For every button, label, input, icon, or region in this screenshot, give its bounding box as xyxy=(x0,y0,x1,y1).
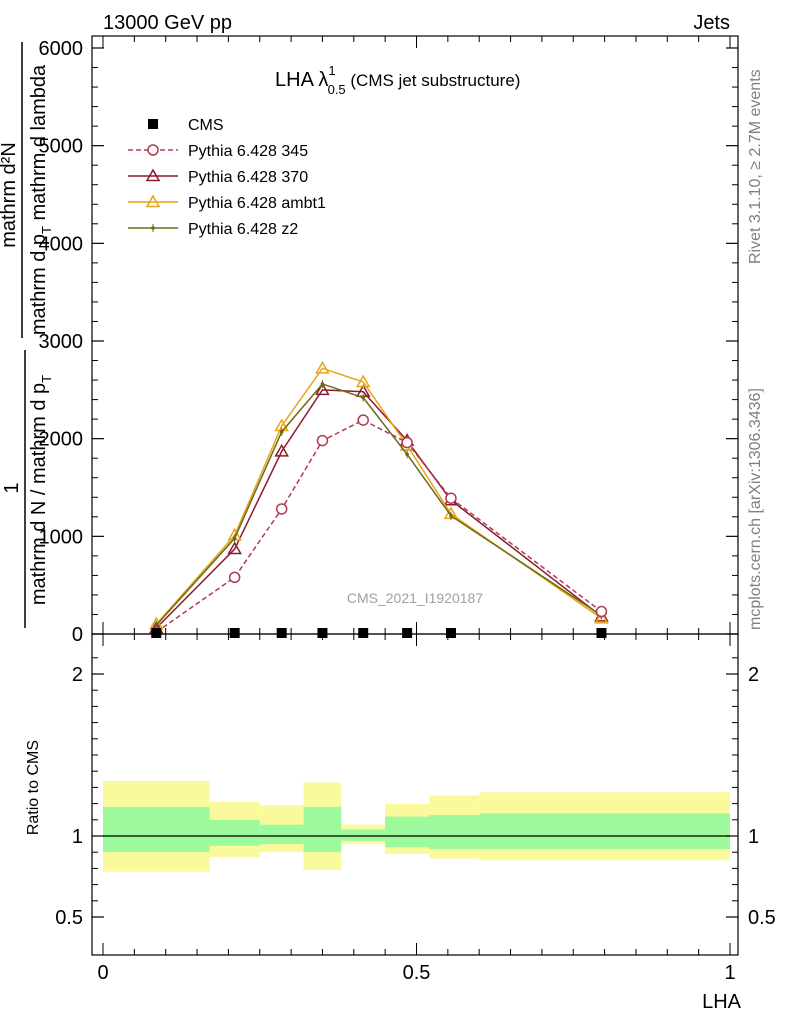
series-point-2 xyxy=(274,443,289,457)
legend-marker-3 xyxy=(145,194,161,208)
series-point-3 xyxy=(315,360,330,374)
legend-label-0: CMS xyxy=(188,117,224,134)
series-point-1 xyxy=(228,571,241,584)
plot-title-prefix: LHA λ xyxy=(275,69,328,91)
ratio-inner-band xyxy=(209,819,260,846)
plot-title-sub: 0.5 xyxy=(328,82,346,97)
series-point-1 xyxy=(445,492,457,504)
ratio-y-tick-label-right: 1 xyxy=(748,826,759,848)
series-point-1 xyxy=(595,605,608,618)
y-label-prefactor-den: mathrm d N / mathrm d pT xyxy=(28,375,54,605)
y-label-denominator-sub: T xyxy=(39,226,54,234)
mcplots-label: mcplots.cern.ch [arXiv:1306.3436] xyxy=(747,388,764,630)
series-point-1 xyxy=(401,436,413,449)
x-tick-label: 0 xyxy=(97,962,108,984)
legend-label-1: Pythia 6.428 345 xyxy=(188,143,308,160)
series-point-2 xyxy=(227,541,242,555)
y-tick-label: 5000 xyxy=(39,136,84,158)
series-point-0 xyxy=(317,628,328,638)
ratio-inner-band xyxy=(429,814,480,849)
y-tick-label: 6000 xyxy=(39,38,84,60)
header-right: Jets xyxy=(693,12,730,34)
legend-label-4: Pythia 6.428 z2 xyxy=(188,221,298,238)
ratio-inner-band xyxy=(259,824,304,845)
series-point-0 xyxy=(596,628,607,638)
ratio-y-tick-label: 2 xyxy=(72,664,83,686)
x-tick-label: 1 xyxy=(724,962,735,984)
series-point-1 xyxy=(316,434,329,447)
y-label-denominator: mathrm d pT mathrm d lambda xyxy=(28,64,54,335)
y-tick-label: 0 xyxy=(72,624,83,646)
legend-marker-0 xyxy=(148,119,158,129)
y-tick-label: 2000 xyxy=(39,429,84,451)
series-point-3 xyxy=(594,610,609,624)
y-label-prefactor-den-sub: T xyxy=(39,375,54,383)
series-point-1 xyxy=(357,414,369,426)
ratio-inner-band xyxy=(341,829,386,841)
y-tick-label: 4000 xyxy=(39,233,84,255)
series-point-2 xyxy=(315,382,330,396)
ratio-y-tick-label: 1 xyxy=(72,826,83,848)
legend-marker-2 xyxy=(145,168,161,182)
series-point-1 xyxy=(275,503,288,515)
y-label-denominator-rest: mathrm d lambda xyxy=(28,64,50,226)
x-axis-label: LHA xyxy=(702,991,742,1013)
ratio-panel: 0 0.5 1 0.5 0.5 1 1 2 2 xyxy=(55,633,776,984)
series-line-1 xyxy=(155,419,602,633)
y-tick-label: 3000 xyxy=(39,331,84,353)
y-axis-label-upper: 1 mathrm d N / mathrm d pT mathrm d²N ma… xyxy=(0,42,54,628)
y-axis-label-ratio: Ratio to CMS xyxy=(25,740,42,835)
series-point-0 xyxy=(151,628,162,638)
ratio-y-tick-label-right: 2 xyxy=(748,664,759,686)
legend: CMS Pythia 6.428 345 Pythia 6.428 370 Pythi… xyxy=(128,117,326,238)
ratio-frame xyxy=(91,633,739,956)
series-point-3 xyxy=(355,374,371,388)
plot-title: LHA λ1 0.5 (CMS jet substructure) xyxy=(275,63,520,97)
series-point-0 xyxy=(276,628,287,638)
series-line-4 xyxy=(155,383,602,626)
ratio-inner-band xyxy=(385,816,430,848)
plot-title-suffix: (CMS jet substructure) xyxy=(346,71,521,90)
rivet-label: Rivet 3.1.10, ≥ 2.7M events xyxy=(747,69,764,264)
ratio-inner-band xyxy=(479,813,730,849)
series-point-0 xyxy=(445,628,456,638)
y-label-denominator-text: mathrm d p xyxy=(28,234,50,335)
series-point-0 xyxy=(358,628,369,638)
legend-marker-1 xyxy=(147,144,159,156)
header-left: 13000 GeV pp xyxy=(103,12,232,34)
plot-title-sup: 1 xyxy=(328,63,335,78)
y-label-prefactor-den-text: mathrm d N / mathrm d p xyxy=(28,383,50,605)
legend-label-2: Pythia 6.428 370 xyxy=(188,169,308,186)
y-tick-label: 1000 xyxy=(39,526,84,548)
y-label-prefactor-num: 1 xyxy=(1,482,23,493)
series-point-0 xyxy=(402,628,413,638)
ratio-inner-band xyxy=(103,806,210,853)
legend-label-3: Pythia 6.428 ambt1 xyxy=(188,195,326,212)
ratio-y-tick-label-right: 0.5 xyxy=(748,907,776,929)
ratio-inner-band xyxy=(303,806,342,853)
watermark: CMS_2021_I1920187 xyxy=(347,590,483,606)
main-panel: 0 1000 2000 3000 4000 5000 6000 xyxy=(39,35,739,646)
ratio-y-tick-label: 0.5 xyxy=(55,907,83,929)
series-point-0 xyxy=(229,628,240,638)
series-line-3 xyxy=(155,367,602,625)
x-tick-label: 0.5 xyxy=(403,962,431,984)
y-label-numerator: mathrm d²N xyxy=(0,142,20,248)
